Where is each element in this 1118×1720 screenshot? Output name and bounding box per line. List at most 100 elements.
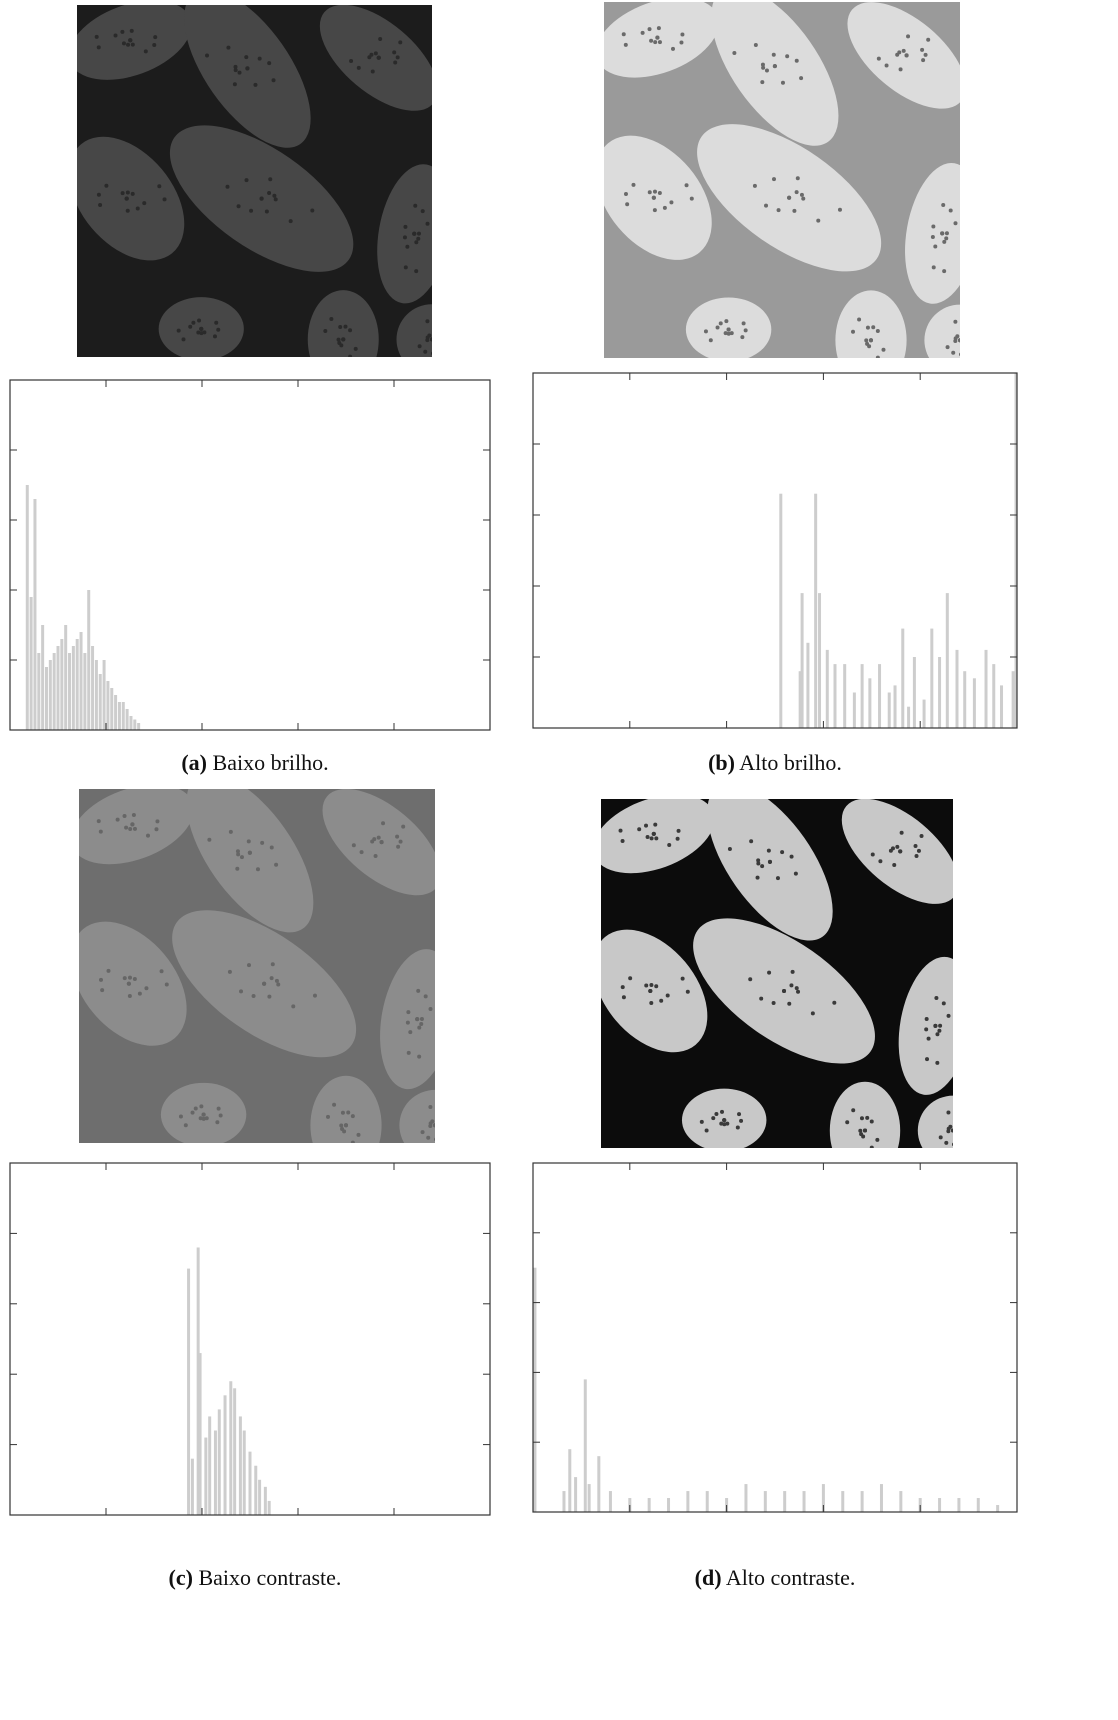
pollen-dot <box>207 837 212 842</box>
pollen-dot <box>933 1023 938 1028</box>
pollen-dot <box>631 182 636 187</box>
pollen-dot <box>621 32 626 37</box>
pollen-dot <box>395 834 400 839</box>
pollen-dot <box>227 969 232 974</box>
pollen-dot <box>274 862 279 867</box>
pollen-dot <box>190 1110 195 1115</box>
pollen-dot <box>342 1129 347 1134</box>
pollen-dot <box>260 840 265 845</box>
pollen-dot <box>621 995 626 1000</box>
pollen-dot <box>799 76 804 81</box>
bar <box>879 1484 883 1512</box>
bar <box>137 723 141 730</box>
pollen-dot <box>657 40 662 45</box>
pollen-dot <box>423 994 428 999</box>
caption-text: Alto contraste. <box>726 1565 856 1590</box>
bar <box>129 716 133 730</box>
pollen-dot <box>714 1112 719 1117</box>
pollen-dot <box>654 836 659 841</box>
pollen-dot <box>888 848 893 853</box>
pollen-dot <box>953 338 958 343</box>
pollen-dot <box>732 51 737 56</box>
pollen-dot <box>270 962 275 967</box>
bar <box>1000 685 1004 728</box>
pollen-dot <box>202 330 207 335</box>
pollen-dot <box>236 204 241 209</box>
pollen-grain <box>396 304 432 357</box>
bar <box>996 1505 1000 1512</box>
bar <box>87 590 91 730</box>
pollen-dot <box>794 58 799 63</box>
pollen-dot <box>122 976 127 981</box>
pollen-dot <box>792 208 797 213</box>
pollen-dot <box>127 993 132 998</box>
pollen-dot <box>251 993 256 998</box>
pollen-dot <box>870 852 875 857</box>
pollen-dot <box>130 822 135 827</box>
pollen-dot <box>644 983 649 988</box>
pollen-dot <box>931 265 936 270</box>
pollen-dot <box>246 839 251 844</box>
pollen-dot <box>623 42 628 47</box>
bar <box>963 671 967 728</box>
pollen-grain <box>917 1095 953 1148</box>
pollen-dot <box>349 58 354 63</box>
bar <box>972 678 976 728</box>
pollen-dot <box>201 1112 206 1117</box>
pollen-dot <box>433 1123 435 1128</box>
pollen-dot <box>419 1022 424 1027</box>
pollen-dot <box>740 335 745 340</box>
pollen-dot <box>858 1128 863 1133</box>
pollen-dot <box>340 1110 345 1115</box>
pollen-dot <box>104 183 109 188</box>
bar <box>208 1416 212 1515</box>
pollen-dot <box>329 316 334 321</box>
pollen-dot <box>343 1143 347 1147</box>
pollen-dot <box>680 32 685 37</box>
pollen-dot <box>129 28 134 33</box>
pollen-dot <box>771 177 776 182</box>
pollen-dot <box>851 329 856 334</box>
bar <box>562 1491 566 1512</box>
pollen-grain <box>310 1075 382 1143</box>
pollen-dot <box>428 1104 433 1109</box>
image-content <box>79 789 435 1147</box>
pollen-dot <box>131 812 136 817</box>
pollen-dot <box>767 859 772 864</box>
pollen-dot <box>326 1114 331 1119</box>
pollen-dot <box>430 337 432 342</box>
bar <box>783 1491 787 1512</box>
pollen-dot <box>951 350 956 355</box>
pollen-dot <box>425 319 430 324</box>
pollen-dot <box>370 69 375 74</box>
bar <box>71 646 75 730</box>
pollen-dot <box>235 866 240 871</box>
pollen-dot <box>406 1010 411 1015</box>
pollen-dot <box>393 60 398 65</box>
pollen-dot <box>405 1020 410 1025</box>
pollen-dot <box>680 976 685 981</box>
bar <box>233 1388 237 1515</box>
pollen-dot <box>235 849 240 854</box>
bar <box>907 706 911 728</box>
bar <box>213 1430 217 1515</box>
pollen-dot <box>356 65 361 70</box>
pollen-grain <box>835 290 907 358</box>
pollen-dot <box>741 321 746 326</box>
pollen-dot <box>122 814 127 819</box>
pollen-dot <box>439 334 443 338</box>
bar <box>938 1498 942 1512</box>
pollen-dot <box>433 1137 435 1142</box>
bar <box>83 653 87 730</box>
pollen-dot <box>662 205 667 210</box>
pollen-dot <box>249 208 254 213</box>
pollen-dot <box>348 354 353 357</box>
pollen-dot <box>685 989 690 994</box>
pollen-dot <box>178 1114 183 1119</box>
pollen-dot <box>332 1102 337 1107</box>
pollen-dot <box>191 320 196 325</box>
caption: (b) Alto brilho. <box>708 750 842 775</box>
pollen-dot <box>652 208 657 213</box>
pollen-dot <box>381 821 386 826</box>
